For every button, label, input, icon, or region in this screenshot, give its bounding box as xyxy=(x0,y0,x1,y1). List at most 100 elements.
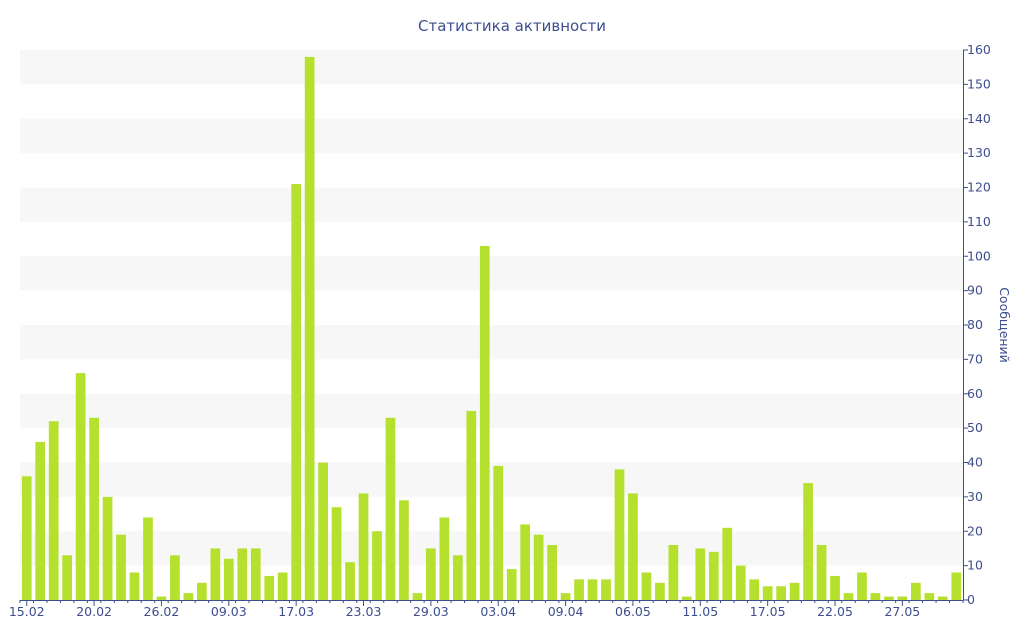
bar xyxy=(318,462,328,600)
bar xyxy=(439,517,450,600)
x-tick-label: 09.04 xyxy=(548,604,584,619)
bar xyxy=(479,245,490,600)
x-tick-label: 15.02 xyxy=(9,604,45,619)
y-tick-label: 110 xyxy=(967,214,991,229)
bar xyxy=(399,500,409,600)
y-tick-label: 10 xyxy=(967,558,983,573)
y-tick-label: 0 xyxy=(967,592,975,607)
bar xyxy=(803,483,813,600)
bar xyxy=(385,417,396,600)
bar xyxy=(156,596,167,600)
x-tick-label: 26.02 xyxy=(144,604,180,619)
grid-band xyxy=(20,325,963,360)
bar xyxy=(816,545,827,600)
y-tick-label: 90 xyxy=(967,283,983,298)
bar xyxy=(48,421,59,600)
bar xyxy=(129,572,140,600)
bar xyxy=(372,531,382,600)
bar xyxy=(708,551,719,600)
bar xyxy=(223,558,234,600)
bar xyxy=(911,582,921,600)
y-tick-label: 40 xyxy=(967,455,983,470)
y-tick-label: 100 xyxy=(967,248,991,263)
chart-title: Статистика активности xyxy=(418,17,606,35)
bar xyxy=(695,548,706,600)
bar xyxy=(89,417,99,600)
y-tick-label: 30 xyxy=(967,489,983,504)
bar xyxy=(924,593,935,600)
bar xyxy=(897,596,908,600)
bar xyxy=(843,593,854,600)
y-tick-label: 120 xyxy=(967,180,991,195)
bar xyxy=(143,517,153,600)
bar xyxy=(183,593,194,600)
bar xyxy=(722,527,733,600)
bar xyxy=(749,579,760,600)
bar xyxy=(533,534,544,600)
bar xyxy=(210,548,221,600)
bar xyxy=(412,593,423,600)
bar xyxy=(506,569,517,600)
bars-group xyxy=(21,56,962,600)
bar xyxy=(358,493,369,600)
bar xyxy=(641,572,652,600)
bar xyxy=(237,548,248,600)
bar xyxy=(587,579,598,600)
x-tick-label: 22.05 xyxy=(817,604,853,619)
y-tick-label: 160 xyxy=(967,42,991,57)
bar xyxy=(789,582,800,600)
bar xyxy=(304,56,315,600)
bar xyxy=(116,534,126,600)
bar xyxy=(547,545,557,600)
bar xyxy=(614,469,625,600)
bar xyxy=(776,586,786,600)
bar xyxy=(735,565,746,600)
grid-band xyxy=(20,50,963,85)
bar xyxy=(655,582,665,600)
x-tick-label: 09.03 xyxy=(211,604,247,619)
y-tick-label: 50 xyxy=(967,420,983,435)
bar xyxy=(520,524,531,600)
bar xyxy=(331,507,342,600)
bar xyxy=(75,373,86,600)
x-tick-label: 23.03 xyxy=(346,604,382,619)
y-tick-label: 140 xyxy=(967,111,991,126)
bar xyxy=(250,548,261,600)
bar xyxy=(277,572,288,600)
bar xyxy=(466,410,477,600)
y-tick-label: 130 xyxy=(967,145,991,160)
y-tick-label: 60 xyxy=(967,386,983,401)
grid-band xyxy=(20,118,963,154)
x-tick-label: 27.05 xyxy=(884,604,920,619)
bar xyxy=(884,596,894,600)
bar xyxy=(560,593,571,600)
bar xyxy=(291,184,302,600)
bar xyxy=(762,586,773,600)
bar xyxy=(426,548,436,600)
bar xyxy=(452,555,463,600)
bar xyxy=(62,555,72,600)
grid-band xyxy=(20,462,963,497)
x-tick-label: 29.03 xyxy=(413,604,449,619)
grid-band xyxy=(20,393,963,429)
y-axis-label: Сообщений xyxy=(997,287,1012,363)
x-tick-label: 11.05 xyxy=(682,604,718,619)
y-tick-label: 150 xyxy=(967,76,991,91)
bar xyxy=(937,596,948,600)
grid-bands xyxy=(20,50,963,566)
bar xyxy=(628,493,638,600)
bar xyxy=(102,496,113,600)
bar xyxy=(668,545,679,600)
x-tick-label: 20.02 xyxy=(76,604,112,619)
axes-group: 0 10 20 30 40 50 60 70 80 90 100 110 120 130 140 150 160… xyxy=(9,42,991,619)
grid-band xyxy=(20,187,963,222)
bar xyxy=(21,476,32,600)
x-tick-label: 06.05 xyxy=(615,604,651,619)
bar xyxy=(35,441,46,600)
bar xyxy=(857,572,867,600)
y-tick-label: 70 xyxy=(967,351,983,366)
x-tick-label: 03.04 xyxy=(480,604,516,619)
x-tick-label: 17.05 xyxy=(750,604,786,619)
bar xyxy=(870,593,881,600)
